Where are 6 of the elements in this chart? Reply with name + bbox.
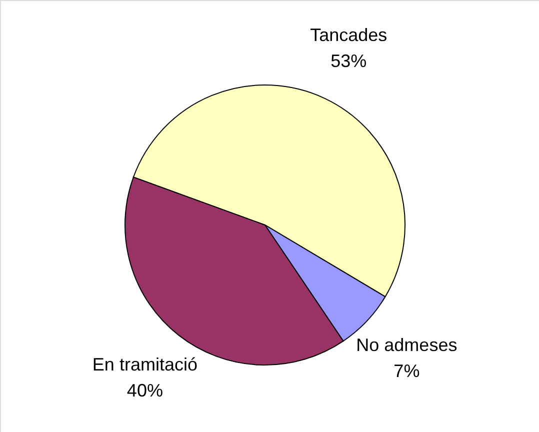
slice-label: En tramitació bbox=[92, 354, 198, 375]
slice-label: No admeses bbox=[356, 334, 458, 355]
data-label: 7% bbox=[394, 360, 420, 381]
data-label: 40% bbox=[126, 380, 163, 401]
data-label: 53% bbox=[330, 50, 367, 71]
slice-label: Tancades bbox=[310, 24, 388, 45]
